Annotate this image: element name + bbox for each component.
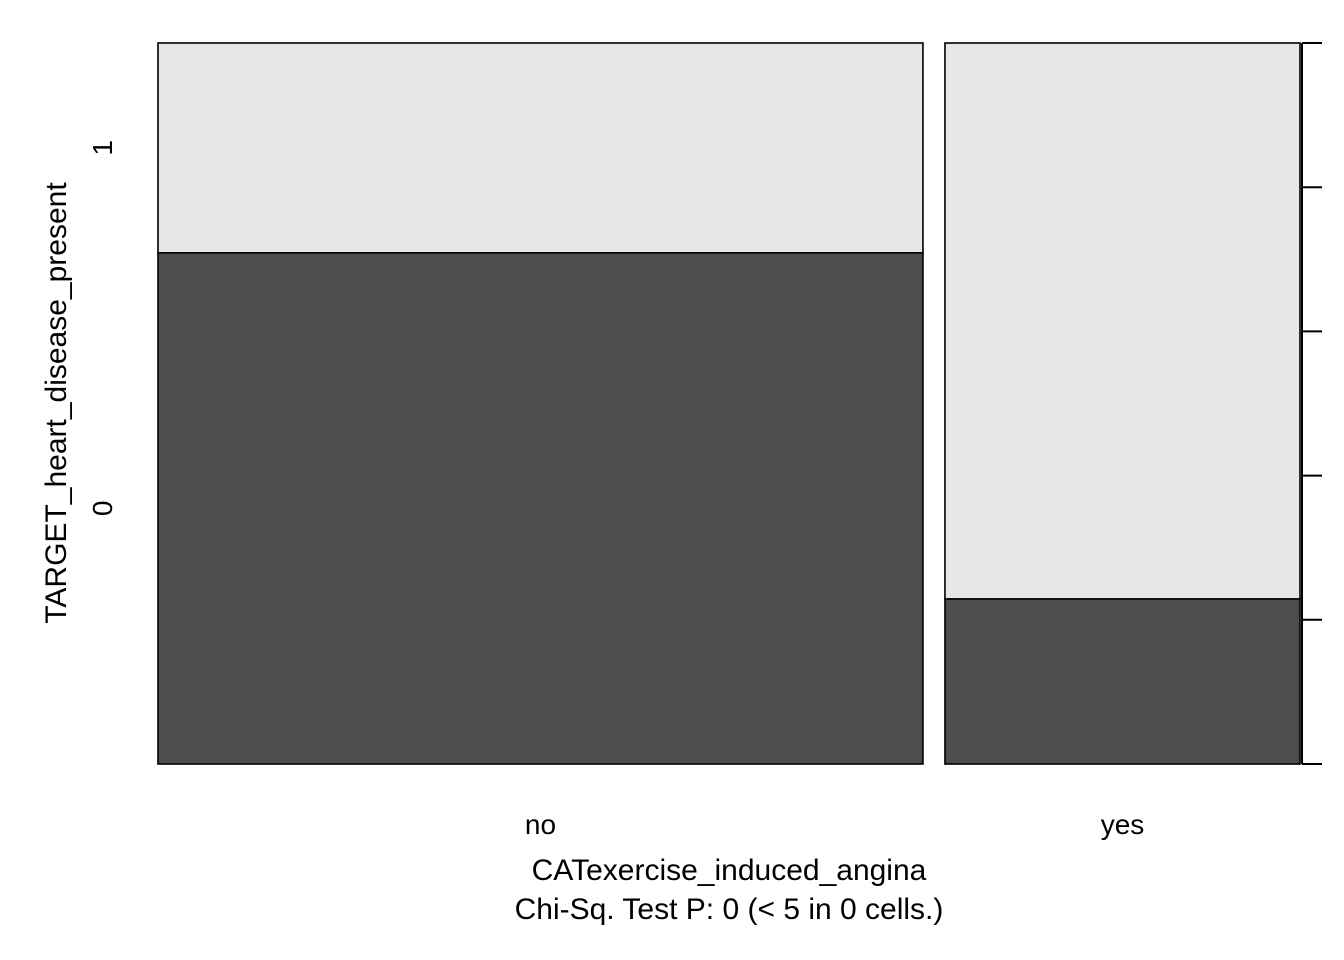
y-tick-label-0: 0 — [87, 501, 118, 517]
x-tick-label-no: no — [525, 809, 556, 840]
y-tick-labels: 01 — [87, 140, 118, 516]
mosaic-tiles — [157, 42, 1301, 765]
right-axis — [1301, 42, 1322, 765]
x-tick-labels: no yes — [525, 809, 1144, 840]
mosaic-tile-yes-1 — [944, 42, 1301, 600]
chart-subtitle: Chi-Sq. Test P: 0 (< 5 in 0 cells.) — [515, 893, 944, 926]
x-axis-label: CATexercise_induced_angina — [532, 854, 927, 887]
y-tick-label-1: 1 — [87, 140, 118, 156]
mosaic-tile-no-1 — [157, 42, 924, 254]
mosaic-tile-yes-0 — [944, 598, 1301, 765]
mosaic-tile-no-0 — [157, 252, 924, 765]
y-axis-label: TARGET_heart_disease_present — [40, 182, 73, 624]
x-tick-label-yes: yes — [1101, 809, 1145, 840]
